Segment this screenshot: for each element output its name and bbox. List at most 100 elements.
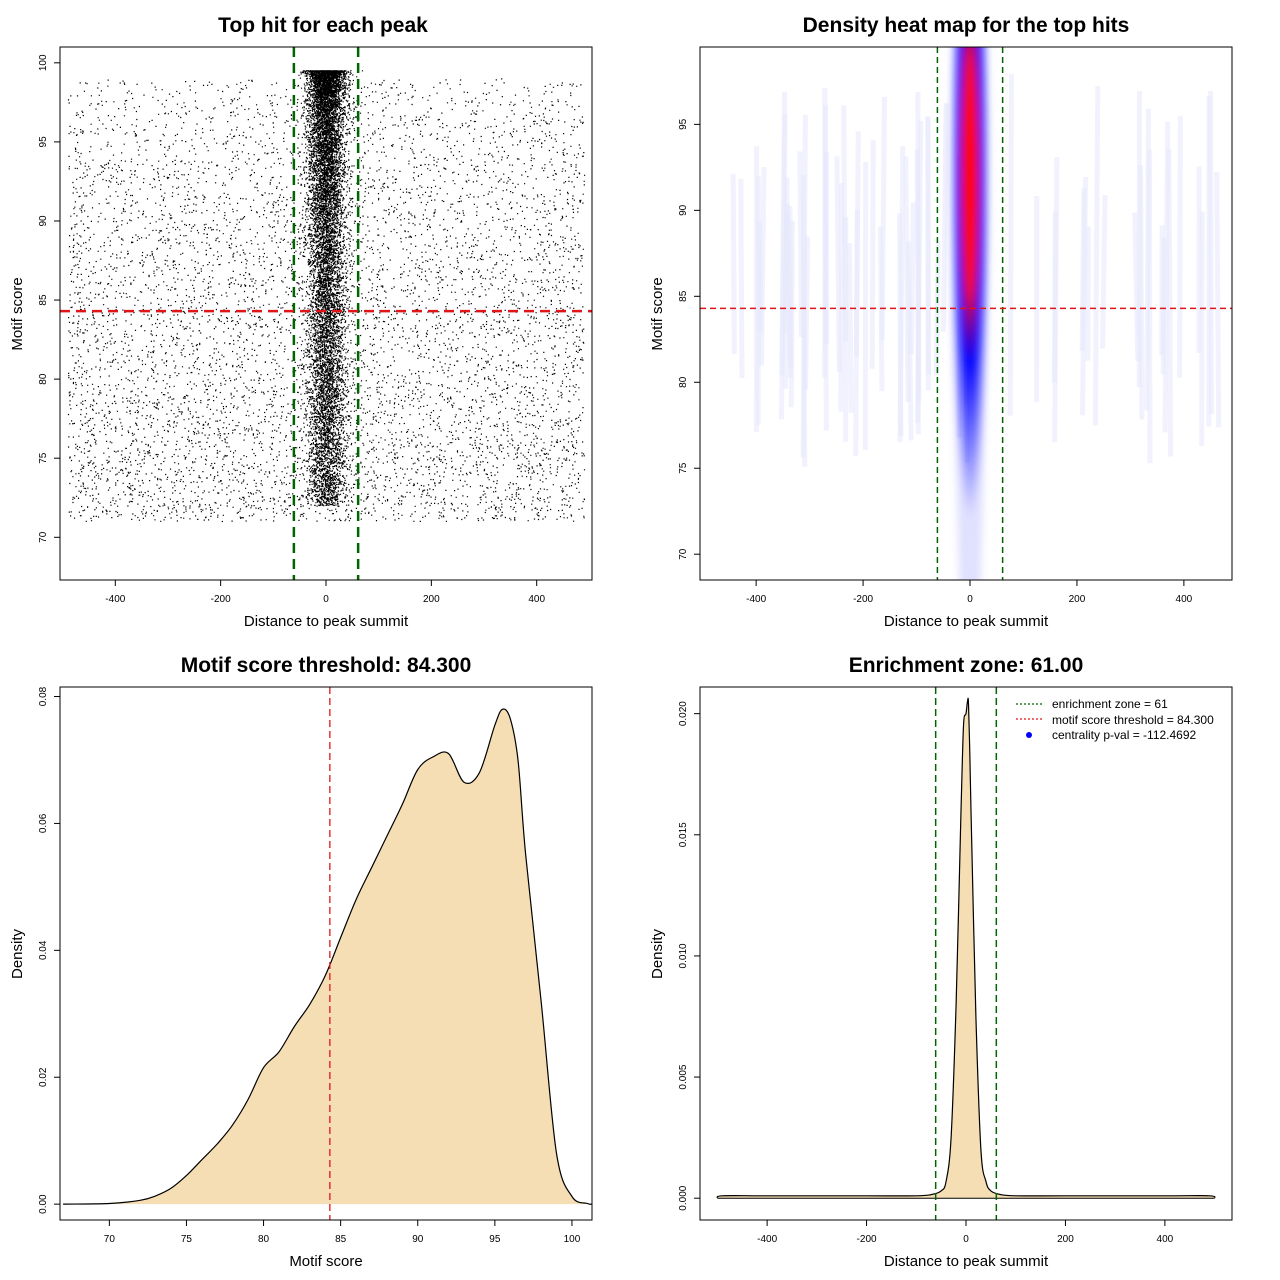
distance-density-title: Enrichment zone: 61.00 [849,654,1084,677]
score-density-x-tick-label: 95 [489,1234,501,1245]
distance-density-legend: enrichment zone = 61 motif score thresho… [1016,697,1214,742]
distance-density-y-tick-label: 0.020 [678,701,689,726]
score-density-x-tick-label: 80 [258,1234,270,1245]
heatmap-y-tick-label: 80 [678,376,689,388]
scatter-x-tick-label: 0 [323,594,329,605]
heatmap-background-streak [1146,149,1153,464]
score-density-area [63,708,593,1205]
heatmap-background-streak [1159,225,1165,356]
heatmap-x-tick-label: 200 [1069,594,1086,605]
heatmap-x-tick-label: 0 [967,594,973,605]
heatmap-background-streak [1100,195,1108,349]
score-density-x-axis-label: Motif score [289,1253,362,1270]
distance-density-x-tick-label: 200 [1057,1234,1074,1245]
score-density-y-tick-label: 0.02 [38,1067,49,1087]
distance-density-y-tick-label: 0.010 [678,943,689,968]
scatter-y-tick-label: 95 [38,136,49,148]
legend-point-symbol [1026,732,1032,738]
heatmap-background-streak [869,139,876,369]
heatmap-background-streak [847,243,854,413]
score-density-panel: Motif score threshold: 84.300 Motif scor… [9,654,593,1270]
heatmap-background-streak [1199,211,1205,447]
heatmap-background-streak [1166,148,1174,457]
distance-density-y-tick-label: 0.005 [678,1064,689,1089]
heatmap-background-streak [730,173,737,354]
distance-density-y-axis-label: Density [649,928,666,979]
scatter-panel: Top hit for each peak Distance to peak s… [9,14,593,630]
heatmap-background-streak [1214,172,1222,428]
heatmap-background-streak [908,202,916,355]
score-density-y-tick-label: 0.06 [38,813,49,833]
scatter-x-tick-label: 200 [423,594,440,605]
heatmap-background-streak [1007,73,1014,416]
score-density-x-tick-label: 100 [564,1234,581,1245]
score-density-x-tick-label: 70 [104,1234,116,1245]
score-density-y-tick-label: 0.08 [38,686,49,706]
score-density-x-tick-label: 85 [335,1234,347,1245]
heatmap-background-streak [778,91,788,420]
heatmap-title: Density heat map for the top hits [803,14,1130,37]
distance-density-x-tick-label: -400 [757,1234,777,1245]
scatter-y-tick-label: 80 [38,373,49,385]
heatmap-background-streak [782,212,790,389]
scatter-x-tick-label: -400 [105,594,125,605]
heatmap-x-tick-label: 400 [1176,594,1193,605]
scatter-y-tick-label: 100 [38,54,49,71]
distance-density-x-tick-label: 0 [963,1234,969,1245]
heatmap-background-streak [925,116,931,391]
heatmap-y-tick-label: 95 [678,118,689,130]
distance-density-y-tick-label: 0.000 [678,1185,689,1210]
scatter-title: Top hit for each peak [218,14,428,37]
heatmap-y-tick-label: 90 [678,204,689,216]
heatmap-y-axis-label: Motif score [649,277,666,350]
heatmap-background-streak [797,151,804,337]
scatter-points [67,70,586,523]
heatmap-panel: Density heat map for the top hits Distan… [649,14,1233,630]
heatmap-background-streak [1177,115,1183,378]
distance-density-curve [716,697,1216,1199]
score-density-plot-frame [59,686,593,1221]
heatmap-background-streak [800,175,808,467]
heatmap-background-streak [940,103,949,332]
heatmap-background-streak [788,220,795,408]
heatmap-background-streak [897,146,906,443]
heatmap-y-tick-label: 70 [678,548,689,560]
scatter-y-tick-label: 85 [38,294,49,306]
scatter-x-tick-label: 400 [528,594,545,605]
heatmap-x-tick-label: -400 [746,594,766,605]
heatmap-background-streak [854,131,861,357]
heatmap-background-streak [1079,188,1087,352]
heatmap-background-streak [1092,86,1101,426]
heatmap-background-streak [903,156,911,403]
distance-density-x-tick-label: -200 [857,1234,877,1245]
heatmap-x-axis-label: Distance to peak summit [884,613,1049,630]
heatmap-y-tick-label: 85 [678,290,689,302]
heatmap-background-streak [738,178,745,379]
scatter-y-tick-label: 75 [38,452,49,464]
score-density-curve [63,708,593,1205]
heatmap-density-hotspot [950,47,990,520]
distance-density-area [717,698,1215,1199]
score-density-y-axis-label: Density [9,928,26,979]
heatmap-y-tick-label: 75 [678,462,689,474]
heatmap-background-streak [834,156,842,372]
score-density-y-tick-label: 0.00 [38,1194,49,1214]
scatter-x-tick-label: -200 [211,594,231,605]
distance-density-panel: Enrichment zone: 61.00 Distance to peak … [649,654,1233,1270]
scatter-y-tick-label: 90 [38,215,49,227]
heatmap-background-streak [838,183,845,412]
heatmap-background-streak [1052,157,1060,443]
heatmap-background-streak [1208,90,1214,414]
heatmap-background-streak [758,166,767,366]
legend-label-centrality-pval: centrality p-val = -112.4692 [1052,728,1197,742]
distance-density-x-tick-label: 400 [1157,1234,1174,1245]
legend-label-enrichment-zone: enrichment zone = 61 [1052,697,1168,711]
scatter-y-tick-label: 70 [38,531,49,543]
scatter-point-cloud [67,70,586,523]
score-density-y-tick-label: 0.04 [38,940,49,960]
legend-label-motif-threshold: motif score threshold = 84.300 [1052,713,1214,727]
distance-density-x-axis-label: Distance to peak summit [884,1253,1049,1270]
heatmap-background-streak [915,120,924,423]
